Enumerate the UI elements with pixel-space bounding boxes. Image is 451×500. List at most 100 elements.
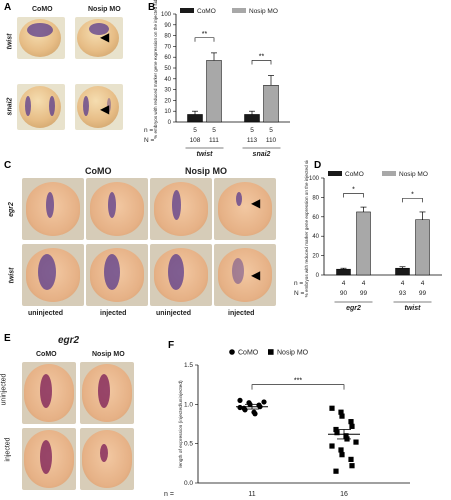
y-tick-label: 80 bbox=[312, 195, 319, 201]
data-point bbox=[329, 443, 335, 449]
N-row-label: N = bbox=[144, 137, 155, 144]
embryo-photo-c7 bbox=[150, 244, 212, 306]
data-point bbox=[329, 405, 335, 411]
bar bbox=[263, 85, 279, 123]
legend-swatch bbox=[232, 8, 246, 13]
embryo-photo-a2 bbox=[75, 17, 123, 59]
embryo-photo-e4 bbox=[80, 428, 134, 490]
panel-c-bottom-label: uninjected bbox=[156, 310, 192, 317]
panel-label-d: D bbox=[314, 160, 322, 171]
n-value: 4 bbox=[362, 280, 366, 287]
y-tick-label: 40 bbox=[312, 234, 319, 240]
embryo-photo-c8 bbox=[214, 244, 276, 306]
embryo-photo-c4 bbox=[214, 178, 276, 240]
panel-a-row1: twist bbox=[6, 33, 14, 50]
legend-label: CoMO bbox=[238, 350, 259, 357]
legend-marker-circle bbox=[229, 349, 235, 355]
panel-label-b: B bbox=[148, 2, 156, 13]
data-point bbox=[348, 419, 354, 425]
significance-label: * bbox=[352, 187, 355, 194]
y-tick-label: 1.0 bbox=[184, 401, 193, 408]
embryo-photo-c1 bbox=[22, 178, 84, 240]
y-tick-label: 0 bbox=[316, 273, 320, 279]
embryo-photo-a1 bbox=[17, 17, 65, 59]
data-point bbox=[339, 413, 345, 419]
y-tick-label: 100 bbox=[161, 12, 172, 18]
data-point bbox=[333, 468, 339, 474]
N-value: 99 bbox=[419, 290, 427, 297]
data-point bbox=[252, 411, 258, 417]
data-point bbox=[348, 456, 354, 462]
bar bbox=[336, 268, 351, 276]
data-point bbox=[261, 399, 267, 405]
N-value: 93 bbox=[399, 290, 407, 297]
chart-f: 0.0 0.5 1.0 1.5 length of expression (inject… bbox=[164, 349, 410, 498]
legend-label: Nosip MO bbox=[249, 8, 278, 15]
n-row-label: n = bbox=[294, 280, 303, 287]
panel-c-col2: Nosip MO bbox=[185, 166, 227, 176]
n-value: 4 bbox=[342, 280, 346, 287]
N-value: 99 bbox=[360, 290, 368, 297]
y-tick-label: 100 bbox=[309, 176, 320, 182]
panel-c-bottom-label: uninjected bbox=[28, 310, 64, 317]
significance-bracket bbox=[194, 37, 215, 42]
group-label: egr2 bbox=[346, 305, 361, 312]
data-point bbox=[339, 452, 345, 458]
legend-label: Nosip MO bbox=[399, 171, 428, 178]
data-point bbox=[242, 407, 248, 413]
bar bbox=[187, 114, 203, 123]
panel-c-row1: egr2 bbox=[7, 202, 15, 217]
significance-bracket bbox=[251, 384, 345, 390]
panel-e-col1: CoMO bbox=[36, 351, 57, 358]
panel-label-c: C bbox=[4, 160, 12, 171]
bar bbox=[206, 60, 222, 123]
n-value: 5 bbox=[269, 127, 273, 134]
group-label: twist bbox=[197, 151, 214, 158]
panel-c-row2: twist bbox=[8, 267, 16, 284]
data-point bbox=[338, 409, 344, 415]
panel-c-bottom-label: injected bbox=[100, 310, 127, 317]
N-value: 110 bbox=[266, 137, 277, 144]
chart-b: 0 10 20 30 40 50 60 70 80 90 100% embryos with red… bbox=[144, 0, 290, 158]
legend-marker-square bbox=[268, 349, 274, 355]
legend-label: CoMO bbox=[345, 171, 364, 178]
bar bbox=[395, 267, 410, 276]
N-value: 108 bbox=[190, 137, 201, 144]
embryo-photo-c2 bbox=[86, 178, 148, 240]
embryo-photo-e3 bbox=[22, 428, 76, 490]
panel-e-row2: injected bbox=[4, 437, 12, 462]
y-tick-label: 20 bbox=[164, 98, 171, 104]
significance-label: * bbox=[411, 191, 414, 198]
y-tick-label: 10 bbox=[164, 109, 171, 115]
significance-bracket bbox=[343, 193, 364, 198]
panel-e-row1: uninjected bbox=[0, 373, 8, 406]
significance-label: ** bbox=[259, 53, 265, 60]
panel-a-row2: snai2 bbox=[6, 97, 14, 116]
y-tick-label: 60 bbox=[312, 215, 319, 221]
panel-e-title: egr2 bbox=[58, 335, 80, 346]
y-tick-label: 20 bbox=[312, 254, 319, 260]
embryo-photo-a4 bbox=[75, 84, 123, 130]
n-value: 5 bbox=[250, 127, 254, 134]
arrowhead-icon: ◀ bbox=[251, 268, 261, 282]
y-tick-label: 0.0 bbox=[184, 480, 193, 487]
y-tick-label: 80 bbox=[164, 34, 171, 40]
panel-a-col2: Nosip MO bbox=[88, 6, 121, 13]
panel-label-e: E bbox=[4, 333, 11, 344]
data-point bbox=[349, 423, 355, 429]
embryo-photo-c3 bbox=[150, 178, 212, 240]
y-tick-label: 50 bbox=[164, 66, 171, 72]
y-axis-label: length of expression (injected/uninjecte… bbox=[178, 380, 184, 468]
embryo-photo-e2 bbox=[80, 362, 134, 424]
legend-label: Nosip MO bbox=[277, 350, 309, 357]
legend-swatch bbox=[382, 171, 396, 176]
bar bbox=[244, 114, 260, 123]
N-value: 113 bbox=[247, 137, 258, 144]
n-value: 11 bbox=[248, 491, 255, 498]
panel-label-a: A bbox=[4, 2, 12, 13]
arrowhead-icon: ◀ bbox=[100, 102, 110, 116]
significance-label: *** bbox=[294, 378, 302, 385]
y-tick-label: 90 bbox=[164, 23, 171, 29]
n-value: 5 bbox=[212, 127, 216, 134]
y-tick-label: 40 bbox=[164, 77, 171, 83]
